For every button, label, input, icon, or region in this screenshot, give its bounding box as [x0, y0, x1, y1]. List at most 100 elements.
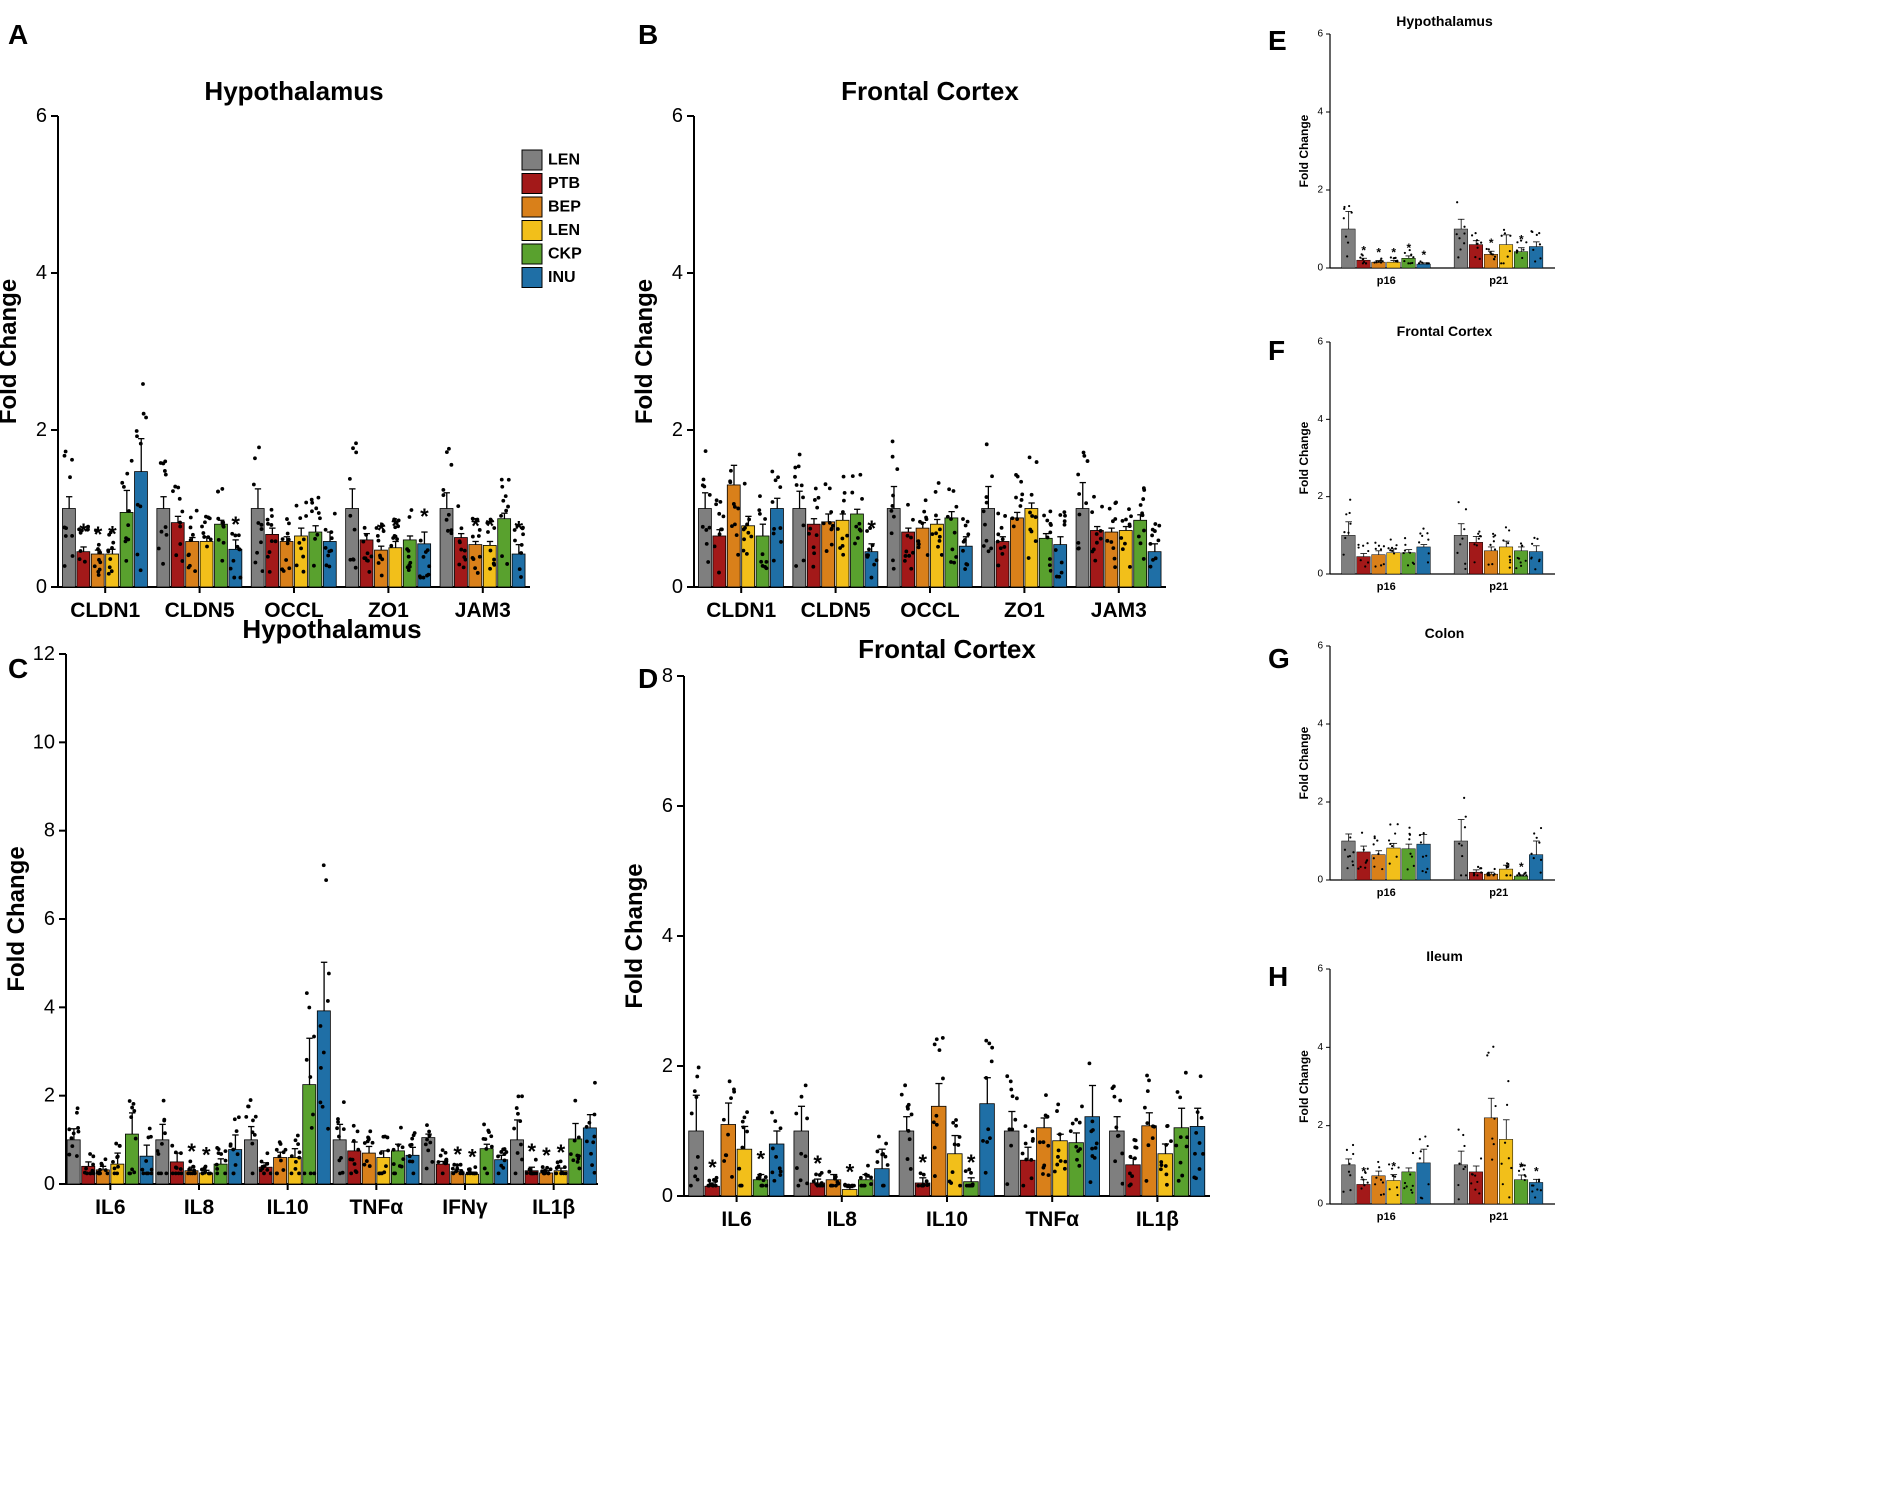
data-point: [1359, 256, 1362, 259]
data-point: [949, 560, 953, 564]
data-point: [279, 1158, 283, 1163]
data-point: [1390, 1167, 1394, 1170]
data-point: [1463, 232, 1466, 235]
data-point: [1379, 1193, 1383, 1196]
x-tick-label: p21: [1489, 275, 1508, 287]
data-point: [589, 1151, 593, 1156]
data-point: [1037, 1140, 1042, 1145]
data-point: [188, 538, 193, 542]
data-point: [1487, 872, 1490, 875]
data-point: [1115, 1134, 1120, 1138]
data-point: [1403, 259, 1406, 263]
data-point: [120, 480, 125, 485]
data-point: [1493, 255, 1497, 258]
data-point: [1502, 539, 1505, 542]
data-point: [161, 1098, 166, 1103]
data-point: [515, 523, 520, 528]
data-point: [875, 1160, 880, 1164]
data-point: [449, 462, 454, 467]
data-point: [482, 1122, 486, 1127]
data-point: [1458, 237, 1461, 240]
data-point: [1403, 251, 1406, 255]
data-point: [891, 493, 895, 498]
data-point: [323, 546, 328, 550]
data-point: [1410, 1188, 1413, 1192]
data-point: [223, 1149, 228, 1154]
data-point: [321, 1050, 326, 1055]
significance-star: *: [1391, 246, 1396, 260]
data-point: [1201, 1151, 1205, 1156]
data-point: [449, 528, 454, 533]
data-point: [1128, 564, 1132, 569]
data-point: [718, 499, 723, 504]
data-point: [576, 1156, 581, 1161]
data-point: [163, 1131, 167, 1136]
data-point: [98, 550, 103, 555]
data-point: [362, 1141, 367, 1145]
data-point: [1029, 1176, 1034, 1181]
bar-bep: [1036, 1127, 1052, 1197]
data-point: [492, 526, 497, 530]
data-point: [294, 503, 299, 508]
data-point: [905, 533, 910, 538]
legend-label: PTB: [548, 175, 580, 192]
data-point: [1422, 527, 1425, 530]
data-point: [174, 553, 179, 558]
data-point: [1391, 549, 1394, 553]
data-point: [1042, 513, 1046, 518]
data-point: [1523, 1178, 1526, 1182]
data-point: [141, 382, 145, 386]
data-point: [799, 1151, 804, 1156]
data-point: [1426, 867, 1429, 870]
bar-len: [793, 1130, 809, 1197]
data-point: [772, 1178, 777, 1183]
data-point: [1030, 1129, 1035, 1134]
data-point: [1459, 874, 1463, 877]
data-point: [1500, 1162, 1503, 1165]
legend-swatch: [521, 220, 543, 241]
data-point: [708, 1182, 713, 1187]
data-point: [485, 520, 490, 525]
data-point: [214, 1162, 219, 1167]
data-point: [297, 540, 302, 545]
data-point: [232, 1117, 237, 1122]
data-point: [456, 504, 461, 509]
data-point: [1007, 1127, 1012, 1132]
data-point: [410, 1159, 415, 1164]
data-point: [1519, 874, 1522, 877]
data-point: [1476, 865, 1480, 868]
data-point: [392, 534, 397, 538]
data-point: [558, 1159, 563, 1164]
data-point: [250, 1130, 255, 1135]
x-tick-label: JAM3: [455, 599, 511, 622]
data-point: [704, 541, 709, 546]
data-point: [425, 1137, 429, 1142]
data-point: [1534, 260, 1537, 263]
bar-inu: [1416, 546, 1431, 575]
y-tick-label: 2: [662, 1055, 673, 1077]
data-point: [178, 524, 183, 529]
data-point: [1113, 1159, 1118, 1164]
chart-title: Frontal Cortex: [841, 76, 1019, 106]
data-point: [916, 545, 921, 550]
bar-len: [1453, 840, 1468, 881]
data-point: [858, 472, 863, 477]
data-point: [140, 1167, 145, 1172]
data-point: [759, 559, 764, 564]
data-point: [1379, 564, 1383, 567]
data-point: [134, 429, 139, 433]
data-point: [1112, 556, 1117, 561]
data-point: [1124, 517, 1128, 522]
data-point: [1389, 842, 1392, 846]
y-tick-label: 6: [672, 105, 683, 127]
data-point: [1493, 1117, 1496, 1120]
data-point: [1426, 532, 1429, 535]
y-tick-label: 2: [1317, 797, 1323, 808]
data-point: [745, 1110, 750, 1114]
data-point: [985, 1140, 990, 1144]
data-point: [1075, 1157, 1079, 1162]
data-point: [1165, 1124, 1169, 1129]
data-point: [717, 532, 722, 537]
y-tick-label: 2: [1317, 491, 1323, 502]
data-point: [259, 1159, 264, 1164]
